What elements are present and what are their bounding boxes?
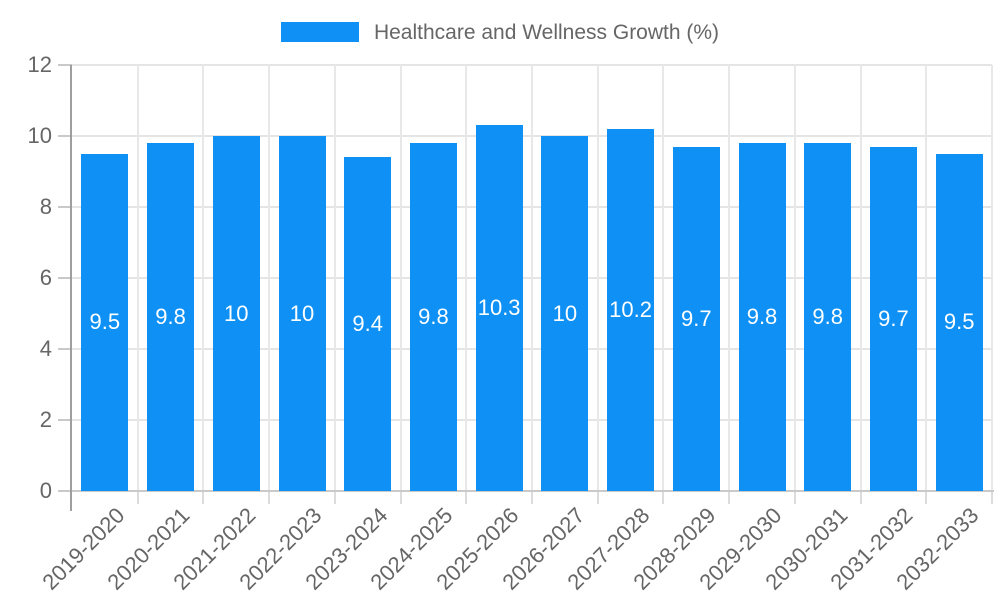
- v-gridline: [136, 65, 139, 491]
- bar-value-label: 9.5: [943, 309, 975, 335]
- bar[interactable]: [147, 143, 195, 491]
- bar[interactable]: [475, 125, 523, 491]
- y-tick-label: 8: [39, 194, 52, 219]
- bar-value-label: 9.8: [418, 304, 449, 330]
- y-tick-label: 2: [39, 407, 52, 432]
- x-axis-tick: [662, 491, 665, 504]
- v-gridline: [399, 65, 402, 491]
- y-axis-tick: [58, 135, 72, 137]
- x-axis-tick: [399, 491, 402, 504]
- x-axis-tick: [728, 491, 731, 504]
- bar-value-label: 9.4: [352, 311, 383, 337]
- bar[interactable]: [212, 136, 260, 491]
- bar[interactable]: [541, 136, 589, 491]
- v-gridline: [465, 65, 468, 491]
- y-tick-label: 10: [27, 123, 52, 148]
- x-axis-tick: [465, 491, 468, 504]
- x-axis-tick: [333, 491, 336, 504]
- legend-label: Healthcare and Wellness Growth (%): [373, 20, 720, 44]
- x-axis-tick: [596, 491, 599, 504]
- y-axis-tick: [58, 277, 72, 279]
- bar[interactable]: [738, 143, 786, 491]
- bar-value-label: 9.7: [680, 305, 712, 331]
- x-axis-tick: [793, 491, 796, 504]
- bar-value-label: 10.3: [477, 295, 521, 321]
- x-axis-tick: [925, 491, 928, 504]
- bar-value-label: 10: [224, 300, 249, 326]
- y-axis-tick: [58, 64, 72, 66]
- y-tick-label: 0: [39, 478, 52, 503]
- x-axis-tick: [991, 491, 993, 504]
- y-tick-label: 12: [27, 52, 52, 77]
- bar[interactable]: [935, 153, 983, 491]
- x-axis-line: [72, 490, 994, 492]
- v-gridline: [531, 65, 533, 491]
- bar-value-label: 10: [289, 300, 315, 326]
- v-gridline: [596, 65, 599, 491]
- v-gridline: [333, 65, 336, 491]
- legend-swatch: [280, 22, 359, 42]
- v-gridline: [925, 65, 928, 491]
- x-axis-tick: [859, 491, 862, 504]
- bar[interactable]: [278, 136, 326, 491]
- v-gridline: [859, 65, 862, 491]
- bar-value-label: 9.8: [812, 304, 843, 330]
- bar[interactable]: [81, 153, 129, 491]
- bar[interactable]: [344, 157, 392, 491]
- y-tick-label: 4: [39, 336, 52, 361]
- y-axis-tick: [58, 348, 72, 350]
- chart-legend-item[interactable]: Healthcare and Wellness Growth (%): [0, 18, 1000, 46]
- v-gridline: [728, 65, 731, 491]
- bar[interactable]: [804, 143, 852, 491]
- v-gridline: [662, 65, 665, 491]
- x-axis-tick: [202, 491, 205, 504]
- y-axis-tick: [58, 490, 72, 492]
- bar[interactable]: [869, 146, 917, 491]
- x-axis-tick: [531, 491, 533, 504]
- x-axis-tick: [268, 491, 271, 504]
- v-gridline: [202, 65, 205, 491]
- v-gridline: [268, 65, 271, 491]
- x-axis-tick: [136, 491, 139, 504]
- y-axis-tick: [58, 206, 72, 208]
- bar-value-label: 10.2: [609, 296, 652, 322]
- v-gridline: [991, 65, 993, 491]
- y-axis-tick: [58, 419, 72, 421]
- bar-value-label: 9.8: [155, 304, 186, 330]
- bar[interactable]: [409, 143, 457, 491]
- bar-value-label: 9.8: [746, 304, 778, 330]
- bar-value-label: 10: [552, 300, 578, 326]
- y-axis-line: [70, 65, 72, 511]
- y-tick-label: 6: [39, 265, 52, 290]
- bar-value-label: 9.5: [89, 309, 121, 335]
- bar[interactable]: [607, 128, 655, 491]
- bar[interactable]: [672, 146, 720, 491]
- bar-value-label: 9.7: [878, 305, 909, 331]
- v-gridline: [793, 65, 796, 491]
